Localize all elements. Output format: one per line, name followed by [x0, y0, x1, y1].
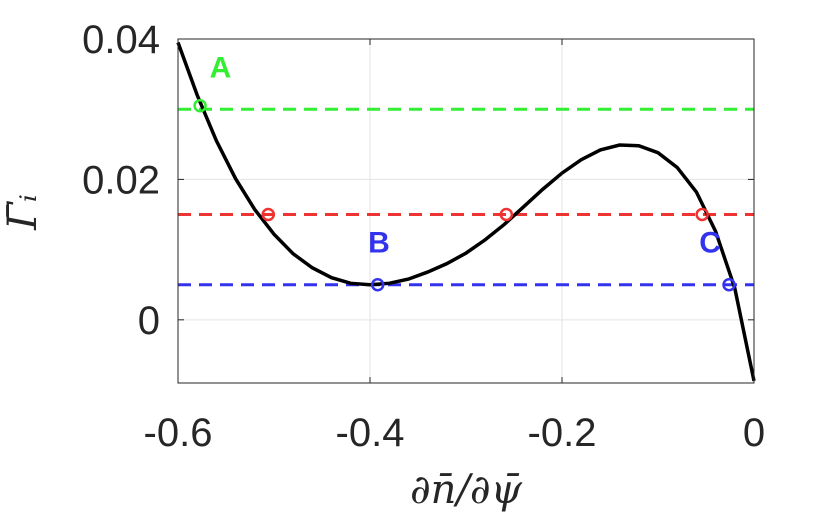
x-tick-labels: -0.6 -0.4 -0.2 0: [144, 411, 766, 455]
y-tick-label: 0.04: [82, 18, 160, 62]
y-tick-labels: 0 0.02 0.04: [82, 18, 160, 343]
intersection-marker: [499, 207, 514, 222]
x-tick-label: -0.2: [528, 411, 597, 455]
gamma-curve: [176, 41, 756, 382]
tick-marks: [177, 38, 755, 383]
point-annotation: A: [210, 52, 232, 85]
intersection-marker: [370, 277, 385, 292]
point-annotation: C: [699, 226, 721, 259]
annotations: A B C: [210, 52, 721, 260]
intersection-marker: [722, 277, 736, 292]
x-tick-label: -0.4: [336, 411, 405, 455]
intersection-markers: [193, 98, 736, 292]
y-tick-label: 0: [138, 299, 160, 343]
x-tick-label: 0: [743, 411, 765, 455]
x-axis-label: ∂n̄/∂ψ̄: [410, 467, 523, 513]
intersection-marker: [695, 207, 709, 222]
plot-frame: [177, 38, 755, 384]
intersection-marker: [261, 207, 275, 222]
x-tick-label: -0.6: [144, 411, 213, 455]
y-tick-label: 0.02: [82, 158, 160, 202]
point-annotation: B: [368, 226, 390, 259]
intersection-marker: [193, 98, 207, 113]
y-axis-label: Γ̄ᵢ: [0, 194, 46, 231]
